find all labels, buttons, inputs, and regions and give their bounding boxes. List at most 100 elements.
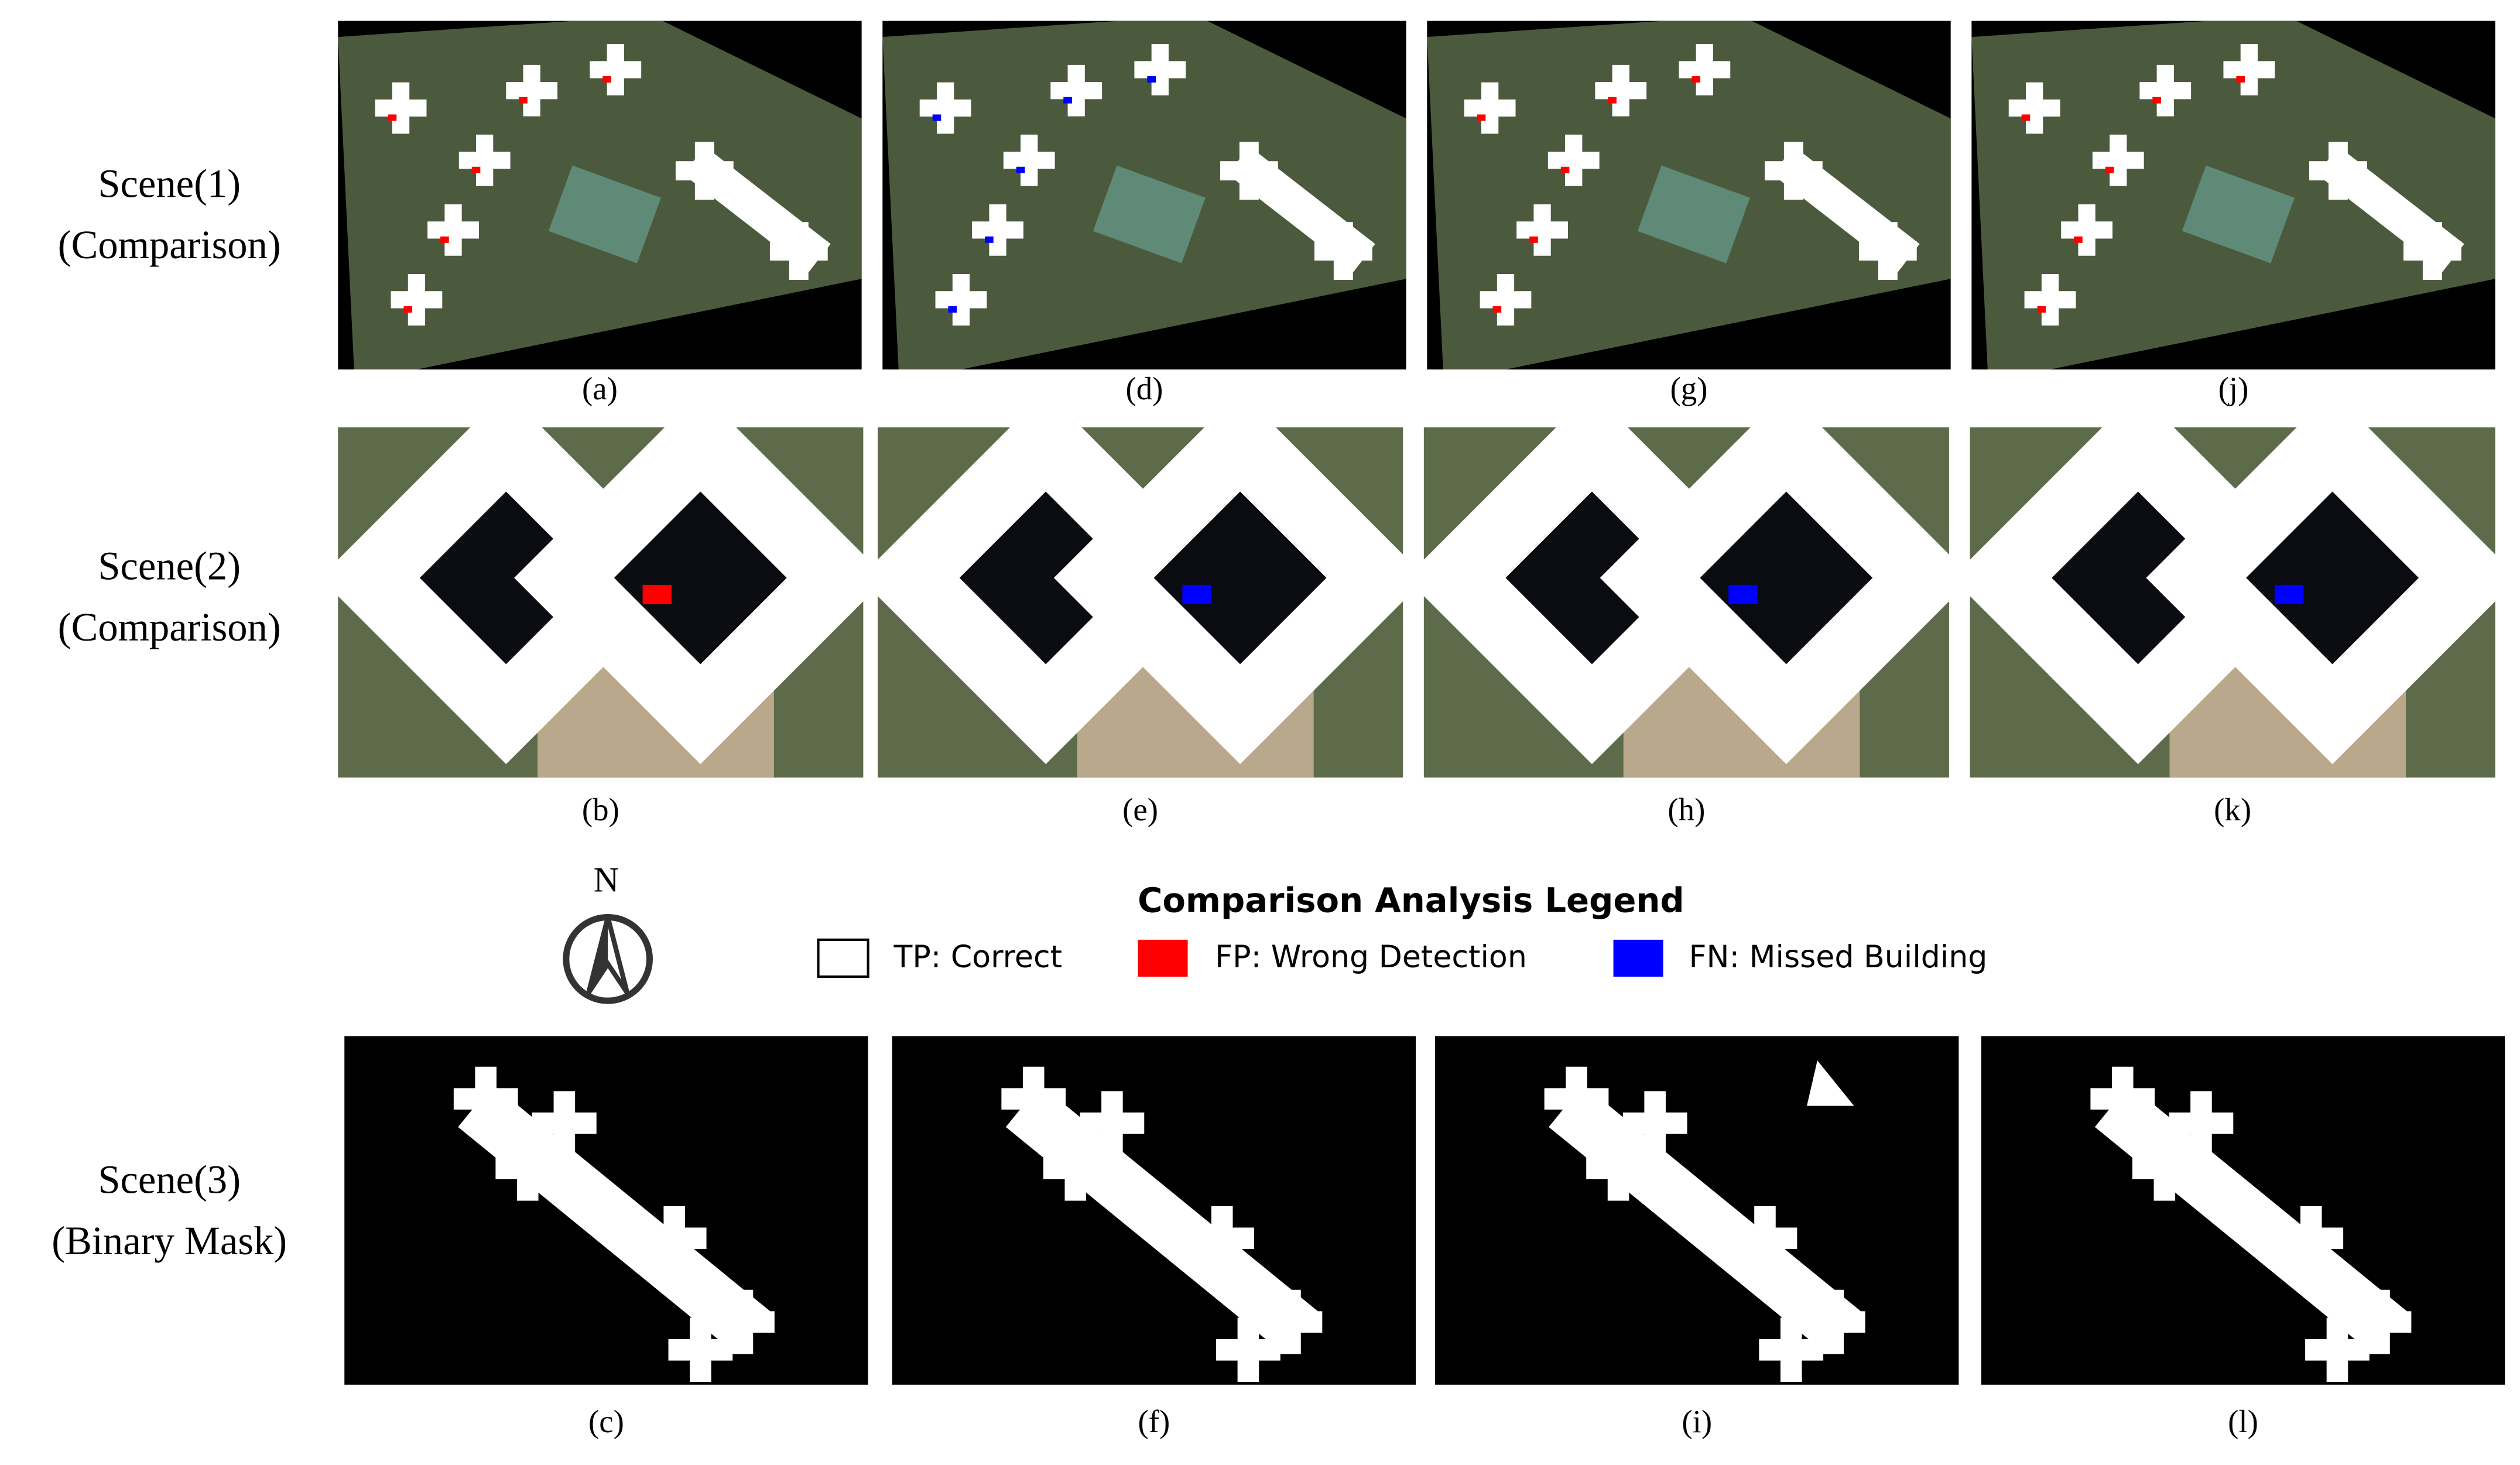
building <box>1001 1066 1066 1131</box>
row-label: (Comparison) <box>58 223 281 267</box>
error-mark <box>2236 76 2245 83</box>
building <box>427 204 479 256</box>
building <box>769 222 828 280</box>
error-mark <box>1560 166 1570 173</box>
building <box>590 44 642 95</box>
error-mark <box>471 166 481 173</box>
building <box>1733 1206 1797 1271</box>
building <box>1220 142 1278 200</box>
building <box>1464 82 1516 134</box>
panel <box>1981 1036 2505 1385</box>
error-mark <box>1477 114 1486 121</box>
building <box>495 1136 560 1201</box>
error-mark <box>1492 306 1502 313</box>
building <box>2309 142 2367 200</box>
building <box>453 1066 518 1131</box>
error-mark <box>1728 584 1758 604</box>
row-label: (Binary Mask) <box>52 1218 287 1263</box>
panel-caption: (h) <box>1668 792 1705 827</box>
error-mark <box>2037 306 2046 313</box>
panel-caption: (j) <box>2218 371 2249 406</box>
building <box>675 142 734 200</box>
legend-swatch <box>817 938 869 978</box>
panel <box>1951 391 2519 778</box>
error-mark <box>1147 76 1156 83</box>
building <box>458 134 511 186</box>
building <box>2169 1091 2234 1156</box>
panel-caption: (k) <box>2214 792 2251 827</box>
building <box>2092 134 2144 186</box>
building <box>1480 274 1532 326</box>
building <box>1622 1091 1687 1156</box>
panel-caption: (l) <box>2228 1404 2258 1439</box>
building <box>1003 134 1055 186</box>
building <box>2305 1317 2370 1382</box>
error-mark <box>1692 76 1701 83</box>
error-mark <box>388 114 397 121</box>
building <box>532 1091 597 1156</box>
court <box>2182 165 2295 263</box>
building <box>2139 64 2192 117</box>
building <box>1516 204 1568 256</box>
panel <box>1405 391 1973 778</box>
legend-item: TP: Correct <box>893 940 1063 975</box>
building <box>1547 134 1600 186</box>
building <box>2090 1066 2155 1131</box>
legend: Comparison Analysis Legend TP: Correct F… <box>817 881 1987 978</box>
error-mark <box>948 306 957 313</box>
building <box>1190 1206 1255 1271</box>
panel-caption: (f) <box>1138 1404 1170 1439</box>
building <box>1800 1289 1865 1354</box>
error-mark <box>1063 97 1072 104</box>
error-mark <box>2152 97 2161 104</box>
building <box>1586 1136 1651 1201</box>
building <box>1764 142 1823 200</box>
north-arrow: N <box>563 861 653 1004</box>
building <box>391 274 443 326</box>
panel <box>344 1036 868 1385</box>
building <box>1216 1317 1280 1382</box>
artifact <box>1807 1060 1854 1106</box>
error-mark <box>1182 584 1211 604</box>
legend-item: FN: Missed Building <box>1689 940 1987 975</box>
panel-caption: (d) <box>1125 371 1163 406</box>
building <box>2347 1289 2412 1354</box>
legend-swatch <box>1138 939 1188 977</box>
error-mark <box>403 306 413 313</box>
panel <box>320 391 887 778</box>
panel-caption: (e) <box>1122 792 1158 827</box>
error-mark <box>519 97 528 104</box>
panel <box>338 20 862 369</box>
error-mark <box>2021 114 2031 121</box>
panel <box>892 1036 1416 1385</box>
court <box>1637 165 1750 263</box>
building <box>2403 222 2461 280</box>
panel <box>1971 20 2495 369</box>
building <box>2024 274 2076 326</box>
building <box>2132 1136 2197 1201</box>
row-label: Scene(3) <box>98 1158 241 1202</box>
building <box>1759 1317 1824 1382</box>
error-mark <box>440 236 449 243</box>
panel-caption: (c) <box>588 1404 624 1439</box>
building <box>2279 1206 2344 1271</box>
building <box>1043 1136 1108 1201</box>
row-label: Scene(1) <box>98 162 241 206</box>
error-mark <box>2074 236 2083 243</box>
building <box>972 204 1023 256</box>
row-label: Scene(2) <box>98 544 241 588</box>
error-mark <box>1608 97 1617 104</box>
error-mark <box>1529 236 1538 243</box>
building <box>1595 64 1647 117</box>
building <box>2223 44 2275 95</box>
error-mark <box>1016 166 1025 173</box>
building <box>1080 1091 1145 1156</box>
panel-caption: (g) <box>1670 371 1708 406</box>
legend-item: FP: Wrong Detection <box>1215 940 1527 975</box>
error-mark <box>2105 166 2114 173</box>
panel <box>1427 20 1951 369</box>
building <box>919 82 971 134</box>
court <box>548 165 661 263</box>
court <box>1093 165 1206 263</box>
